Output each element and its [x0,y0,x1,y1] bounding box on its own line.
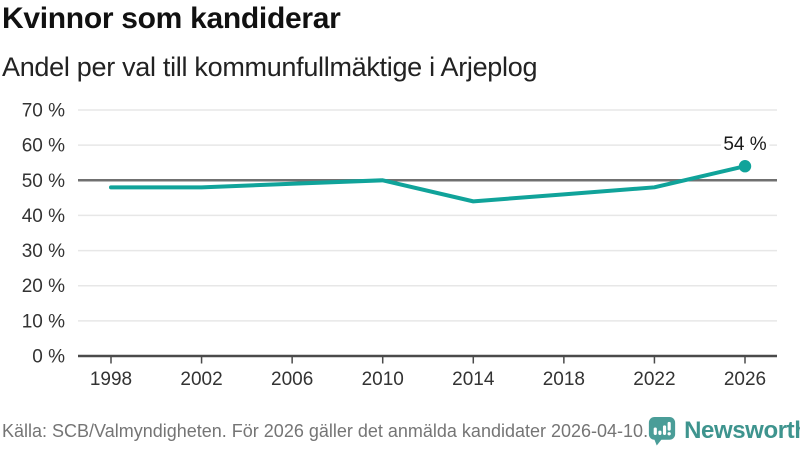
newsworthy-logo-text: Newsworthy [684,417,800,444]
source-note: Källa: SCB/Valmyndigheten. För 2026 gäll… [2,420,649,441]
x-tick-label: 2018 [543,369,585,390]
y-tick-label: 10 % [22,311,65,332]
x-tick-label: 2010 [362,369,404,390]
page-subtitle: Andel per val till kommunfullmäktige i A… [2,52,538,82]
data-line-andel-kvinnor [109,164,747,204]
y-tick-label: 20 % [22,276,65,297]
y-tick-label: 40 % [22,206,65,227]
x-tick-label: 2002 [180,369,222,390]
x-tick-label: 2006 [271,369,313,390]
x-tick-label: 2022 [633,369,675,390]
page-title: Kvinnor som kandiderar [2,2,341,35]
y-tick-label: 70 % [22,101,65,122]
y-tick-label: 50 % [22,171,65,192]
y-tick-label: 30 % [22,241,65,262]
x-tick-label: 2026 [724,369,766,390]
newsworthy-logo[interactable]: Newsworthy [648,416,800,446]
end-point-label: 54 % [723,134,766,155]
x-tick-label: 2014 [452,369,495,390]
end-point-dot [738,160,752,173]
x-tick-label: 1998 [90,369,132,390]
y-tick-label: 60 % [22,136,65,157]
y-tick-label: 0 % [32,347,65,368]
newsworthy-speech-bubble-bar-chart-icon [648,417,676,446]
footer: Källa: SCB/Valmyndigheten. För 2026 gäll… [0,414,800,448]
